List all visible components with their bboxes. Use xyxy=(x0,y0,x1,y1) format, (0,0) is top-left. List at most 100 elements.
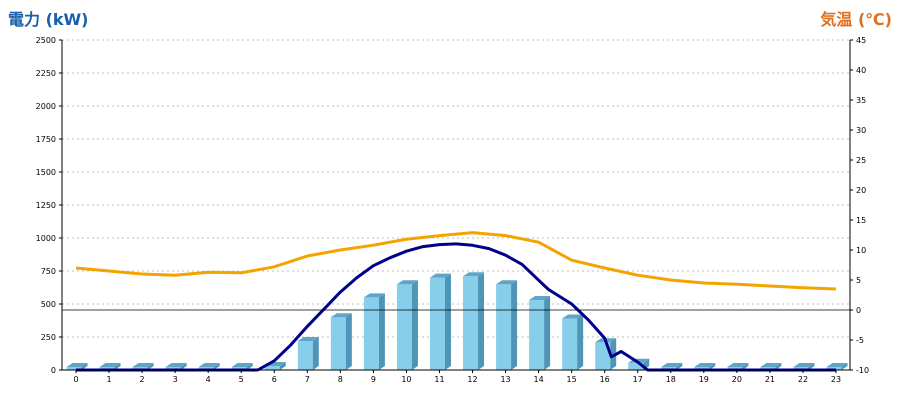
bar-front xyxy=(496,284,512,370)
x-tick-label: 20 xyxy=(732,375,742,384)
bar-front xyxy=(396,284,412,370)
bar-top xyxy=(529,296,551,301)
left-tick-label: 750 xyxy=(41,267,56,276)
x-tick-label: 9 xyxy=(371,375,376,384)
axis-layer xyxy=(59,39,853,373)
bar-front xyxy=(330,317,346,370)
bar-side xyxy=(709,363,716,370)
bar-side xyxy=(279,362,286,370)
x-tick-label: 10 xyxy=(401,375,411,384)
x-tick-label: 18 xyxy=(666,375,676,384)
power-line xyxy=(76,242,836,372)
left-tick-label: 1750 xyxy=(36,135,56,144)
right-tick-label: 5 xyxy=(856,276,861,285)
bar-side xyxy=(577,314,584,370)
bar-side xyxy=(114,363,121,370)
bar-front xyxy=(595,342,611,370)
left-tick-label: 1000 xyxy=(36,234,56,243)
x-tick-label: 13 xyxy=(500,375,510,384)
bar-top xyxy=(694,363,716,367)
label-layer: 02505007501000125015001750200022502500-1… xyxy=(36,36,869,384)
left-tick-label: 2500 xyxy=(36,36,56,45)
bar-top xyxy=(661,363,683,367)
bar-side xyxy=(147,363,154,370)
bar xyxy=(429,273,451,370)
bar xyxy=(330,313,352,370)
bar-front xyxy=(429,277,445,370)
bar-top xyxy=(363,293,385,298)
x-tick-label: 2 xyxy=(140,375,145,384)
bar xyxy=(363,293,385,370)
bar-side xyxy=(81,363,88,370)
right-tick-label: -5 xyxy=(856,336,864,345)
right-tick-label: 45 xyxy=(856,36,866,45)
bar-front xyxy=(529,300,545,370)
bar-top xyxy=(760,363,782,367)
bar xyxy=(529,296,551,370)
right-tick-label: 10 xyxy=(856,246,866,255)
bar-top xyxy=(562,314,584,319)
bar-top xyxy=(463,272,485,277)
bar-layer xyxy=(66,272,848,370)
x-tick-label: 6 xyxy=(272,375,277,384)
right-tick-label: -10 xyxy=(856,366,869,375)
bar-top xyxy=(165,363,187,367)
x-tick-label: 23 xyxy=(831,375,841,384)
bar-side xyxy=(808,363,815,370)
right-axis-title: 気温 (℃) xyxy=(820,10,892,29)
bar xyxy=(66,363,88,370)
bar-top xyxy=(496,280,518,285)
bar-front xyxy=(562,318,578,370)
line-layer xyxy=(75,231,837,372)
x-tick-label: 5 xyxy=(239,375,244,384)
bar-front xyxy=(66,367,82,370)
right-tick-label: 20 xyxy=(856,186,866,195)
x-tick-label: 16 xyxy=(600,375,610,384)
x-tick-label: 1 xyxy=(106,375,111,384)
bar-side xyxy=(246,363,253,370)
x-tick-label: 14 xyxy=(534,375,544,384)
bar-top xyxy=(231,363,253,367)
bar-top xyxy=(66,363,88,367)
left-tick-label: 0 xyxy=(51,366,56,375)
bar-top xyxy=(132,363,154,367)
bar-front xyxy=(264,366,280,370)
bar-side xyxy=(411,280,418,370)
bar-top xyxy=(727,363,749,367)
x-tick-label: 7 xyxy=(305,375,310,384)
x-tick-label: 8 xyxy=(338,375,343,384)
bar-top xyxy=(198,363,220,367)
x-tick-label: 17 xyxy=(633,375,643,384)
left-tick-label: 1500 xyxy=(36,168,56,177)
x-tick-label: 19 xyxy=(699,375,709,384)
bar-side xyxy=(478,272,485,370)
grid-layer xyxy=(62,39,850,338)
bar-side xyxy=(312,336,319,370)
right-tick-label: 40 xyxy=(856,66,866,75)
right-tick-label: 30 xyxy=(856,126,866,135)
x-tick-label: 4 xyxy=(206,375,211,384)
bar-side xyxy=(444,273,451,370)
bar-side xyxy=(544,296,551,370)
bar-side xyxy=(345,313,352,370)
bar-side xyxy=(676,363,683,370)
right-tick-label: 0 xyxy=(856,306,861,315)
bar-top xyxy=(793,363,815,367)
bar-top xyxy=(429,273,451,278)
bar-top xyxy=(99,363,121,367)
bar xyxy=(562,314,584,370)
bar-side xyxy=(213,363,220,370)
bar-top xyxy=(330,313,352,318)
x-tick-label: 11 xyxy=(434,375,444,384)
bar-top xyxy=(396,280,418,285)
bar-side xyxy=(742,363,749,370)
left-tick-label: 2250 xyxy=(36,69,56,78)
left-tick-label: 500 xyxy=(41,300,56,309)
bar-top xyxy=(826,363,848,367)
bar xyxy=(297,336,319,370)
bar-front xyxy=(297,340,313,370)
right-tick-label: 25 xyxy=(856,156,866,165)
right-tick-label: 15 xyxy=(856,216,866,225)
bar-front xyxy=(628,362,644,370)
